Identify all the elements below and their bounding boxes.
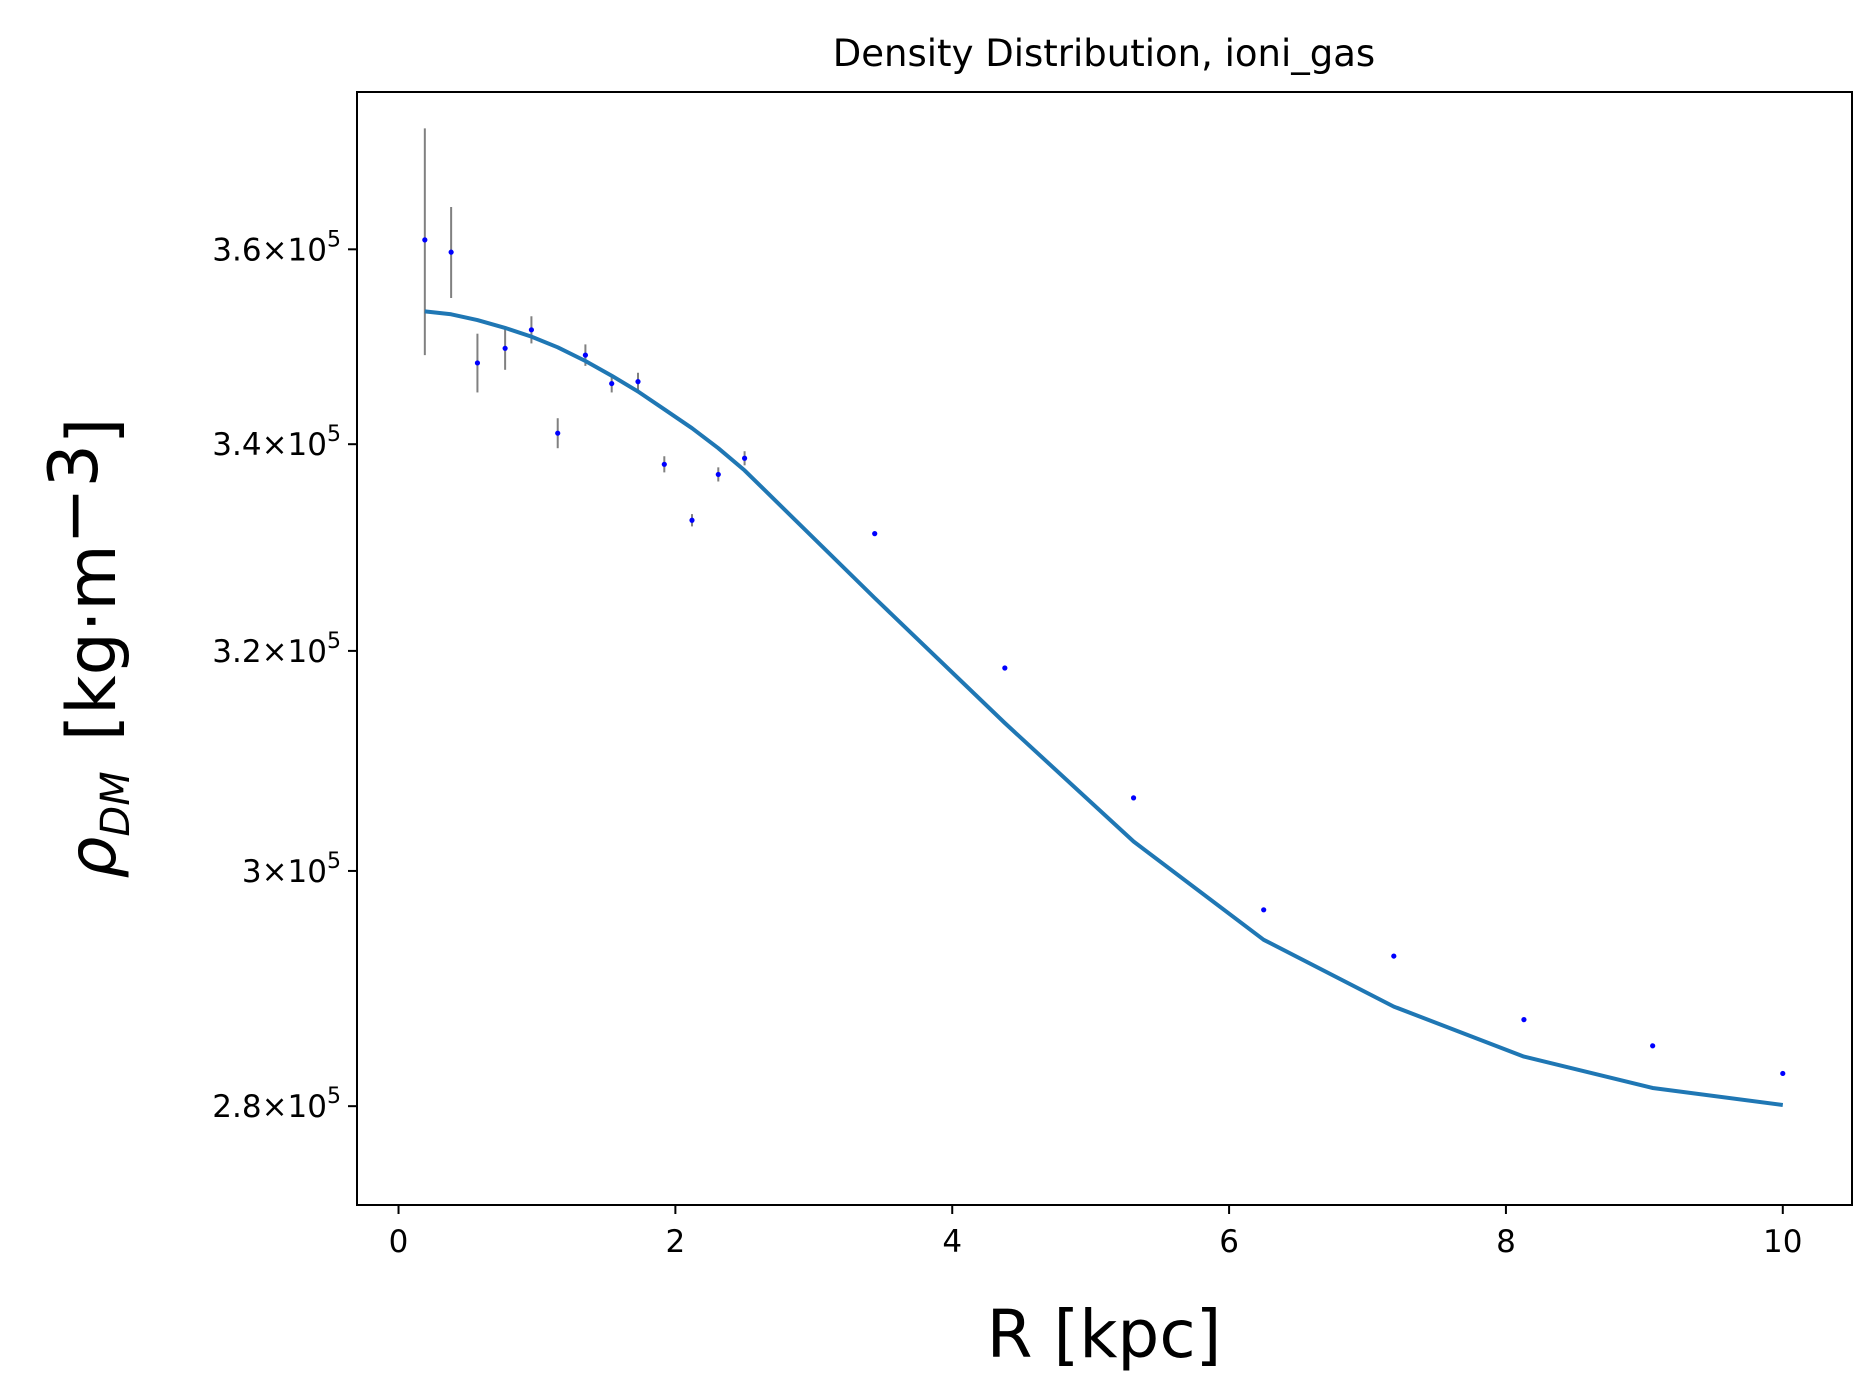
data-point <box>1521 1017 1527 1023</box>
y-axis-unit: [kg·m <box>53 544 132 741</box>
data-point <box>689 517 695 523</box>
x-axis-ticks: 0 2 4 6 8 10 <box>389 1205 1803 1260</box>
data-point <box>1261 907 1267 913</box>
data-point <box>1002 665 1008 671</box>
data-point <box>715 471 721 478</box>
data-point <box>528 327 535 333</box>
error-bars <box>423 128 746 527</box>
data-point <box>609 380 615 387</box>
y-axis-unit-exponent: −3 <box>35 444 114 544</box>
y-axis-ticks: 2.8×105 3×105 3.2×105 3.4×105 3.6×105 <box>212 227 357 1125</box>
x-tick-label: 6 <box>1219 1224 1239 1260</box>
data-point <box>1130 795 1137 801</box>
data-point <box>448 249 454 255</box>
y-axis-symbol: ρ <box>54 836 131 878</box>
y-tick-label: 3.6×105 <box>212 227 341 268</box>
data-point <box>741 455 748 461</box>
y-axis-subscript: DM <box>93 771 139 836</box>
data-point <box>872 531 878 537</box>
data-point <box>661 461 667 467</box>
data-point <box>502 345 508 351</box>
x-axis-label: R [kpc] <box>987 1296 1222 1373</box>
y-axis-unit-close: ] <box>53 418 132 445</box>
data-point <box>1780 1070 1786 1077</box>
x-tick-label: 4 <box>942 1224 962 1260</box>
x-tick-label: 0 <box>389 1224 409 1260</box>
data-point <box>635 379 641 385</box>
data-points <box>422 237 1786 1077</box>
data-point <box>555 430 561 436</box>
data-point <box>1391 953 1397 959</box>
x-tick-label: 10 <box>1763 1224 1802 1260</box>
model-line <box>424 309 1784 1107</box>
svg-text:ρDM[kg·m−3]: ρDM [kg·m−3] <box>35 418 139 879</box>
y-tick-label: 3×105 <box>242 849 341 890</box>
y-tick-label: 2.8×105 <box>212 1084 341 1125</box>
data-point <box>474 360 481 366</box>
y-axis-label: ρDM [kg·m−3] <box>35 418 139 879</box>
y-tick-label: 3.2×105 <box>212 629 341 670</box>
data-point <box>1650 1043 1656 1049</box>
x-tick-label: 2 <box>666 1224 686 1260</box>
data-point <box>582 352 589 358</box>
y-tick-label: 3.4×105 <box>212 422 341 463</box>
data-point <box>422 237 428 243</box>
plot-frame <box>356 91 1853 1206</box>
x-tick-label: 8 <box>1496 1224 1516 1260</box>
chart-title: Density Distribution, ioni_gas <box>833 32 1375 75</box>
